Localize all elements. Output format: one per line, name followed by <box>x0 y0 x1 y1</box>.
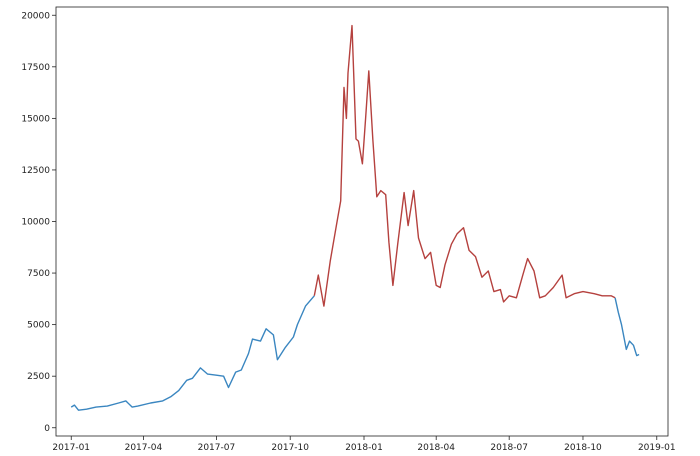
y-axis: 0 2500 5000 7500 10000 12500 15000 17500 20000 <box>21 11 56 434</box>
x-tick-label: 2018-04 <box>417 443 455 453</box>
x-tick-label: 2017-04 <box>125 443 163 453</box>
x-tick-label: 2018-10 <box>564 443 602 453</box>
y-tick-label: 7500 <box>27 269 50 279</box>
x-tick-label: 2018-07 <box>490 443 528 453</box>
x-tick-label: 2017-01 <box>52 443 90 453</box>
y-tick-label: 17500 <box>21 63 50 73</box>
y-tick-label: 20000 <box>21 11 50 21</box>
y-tick-label: 5000 <box>27 321 50 331</box>
series-line-1 <box>70 295 315 411</box>
y-tick-label: 2500 <box>27 372 50 382</box>
x-tick-label: 2018-01 <box>345 443 383 453</box>
y-tick-label: 0 <box>44 424 50 434</box>
series-line-2 <box>313 24 616 307</box>
y-tick-label: 10000 <box>21 218 50 228</box>
y-tick-label: 12500 <box>21 166 50 176</box>
series-line-3 <box>614 297 640 357</box>
x-tick-label: 2019-01 <box>638 443 676 453</box>
y-tick-label: 15000 <box>21 114 50 124</box>
x-tick-label: 2017-10 <box>271 443 309 453</box>
x-axis: 2017-01 2017-04 2017-07 2017-10 2018-01 2018-… <box>52 436 676 453</box>
x-tick-label: 2017-07 <box>198 443 236 453</box>
series-lines <box>70 24 640 411</box>
plot-frame <box>55 6 669 437</box>
